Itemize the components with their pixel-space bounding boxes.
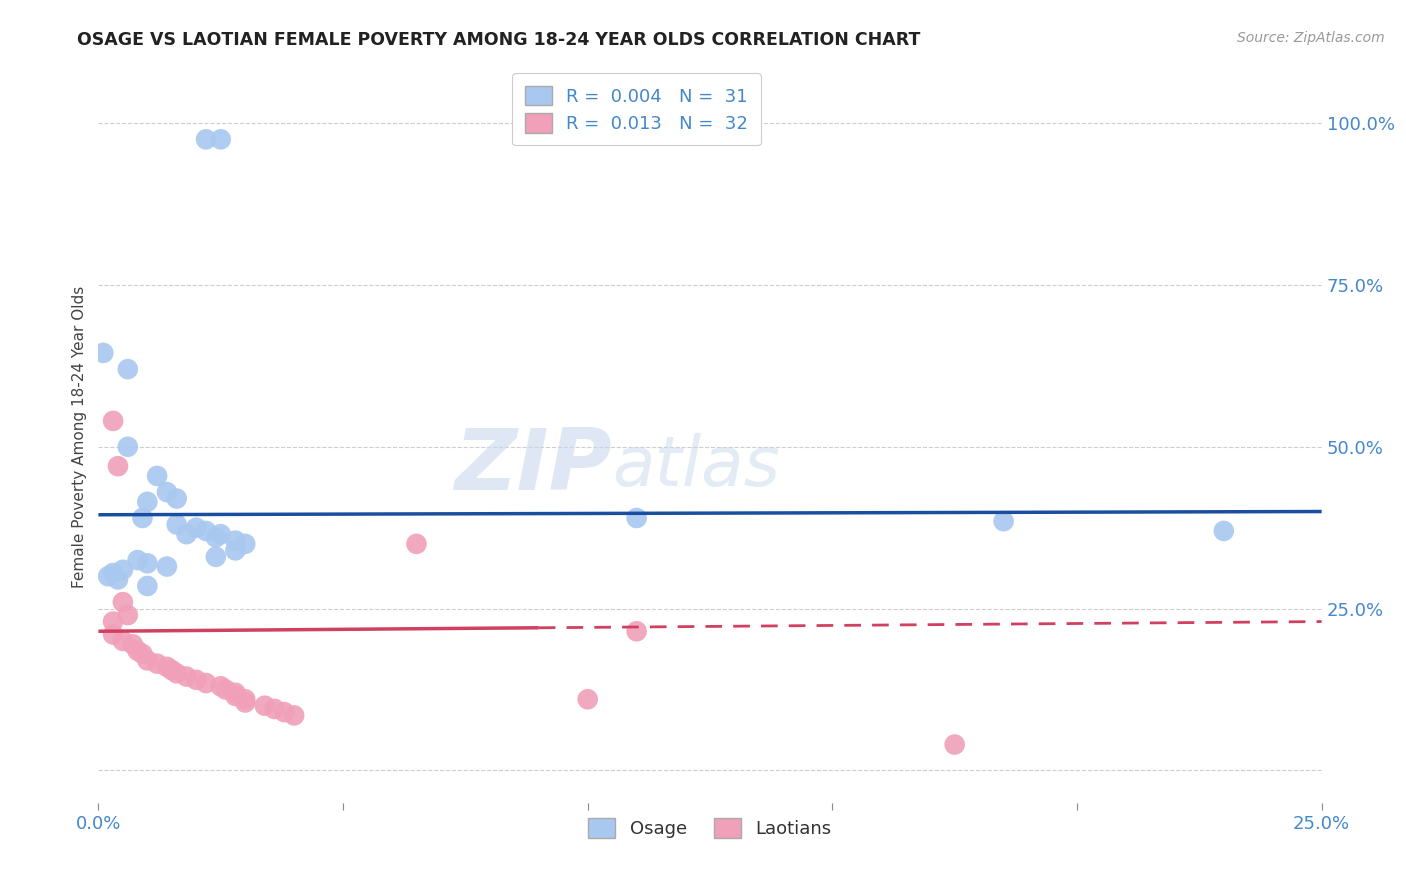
Point bbox=[576, 692, 599, 706]
Point bbox=[195, 676, 218, 690]
Point bbox=[626, 511, 648, 525]
Point bbox=[146, 657, 169, 671]
Point bbox=[224, 533, 246, 548]
Point bbox=[136, 579, 159, 593]
Point bbox=[233, 692, 256, 706]
Point bbox=[405, 537, 427, 551]
Point bbox=[156, 660, 179, 674]
Point bbox=[136, 653, 159, 667]
Point bbox=[111, 634, 134, 648]
Point bbox=[101, 627, 124, 641]
Point bbox=[156, 559, 179, 574]
Point bbox=[283, 708, 305, 723]
Point bbox=[253, 698, 276, 713]
Point bbox=[209, 679, 232, 693]
Point bbox=[136, 557, 159, 571]
Point bbox=[121, 637, 143, 651]
Point bbox=[209, 527, 232, 541]
Point bbox=[107, 573, 129, 587]
Point bbox=[127, 553, 149, 567]
Point bbox=[127, 643, 149, 657]
Point bbox=[263, 702, 285, 716]
Point bbox=[195, 524, 218, 538]
Point bbox=[224, 686, 246, 700]
Point bbox=[205, 549, 228, 564]
Point bbox=[131, 647, 153, 661]
Point bbox=[233, 696, 256, 710]
Point bbox=[117, 608, 139, 623]
Point bbox=[91, 346, 114, 360]
Point bbox=[214, 682, 236, 697]
Point bbox=[176, 527, 198, 541]
Point bbox=[97, 569, 120, 583]
Point bbox=[117, 440, 139, 454]
Point bbox=[186, 521, 208, 535]
Point bbox=[101, 615, 124, 629]
Point bbox=[117, 362, 139, 376]
Point bbox=[101, 566, 124, 580]
Legend: Osage, Laotians: Osage, Laotians bbox=[581, 811, 839, 845]
Point bbox=[160, 663, 183, 677]
Point bbox=[224, 689, 246, 703]
Point bbox=[943, 738, 966, 752]
Point bbox=[186, 673, 208, 687]
Point bbox=[101, 414, 124, 428]
Point bbox=[111, 595, 134, 609]
Point bbox=[195, 132, 218, 146]
Point bbox=[224, 543, 246, 558]
Point bbox=[273, 705, 295, 719]
Point bbox=[146, 469, 169, 483]
Point bbox=[136, 495, 159, 509]
Text: ZIP: ZIP bbox=[454, 425, 612, 508]
Point bbox=[166, 517, 188, 532]
Point bbox=[166, 491, 188, 506]
Point bbox=[131, 511, 153, 525]
Point bbox=[166, 666, 188, 681]
Y-axis label: Female Poverty Among 18-24 Year Olds: Female Poverty Among 18-24 Year Olds bbox=[72, 286, 87, 588]
Text: Source: ZipAtlas.com: Source: ZipAtlas.com bbox=[1237, 31, 1385, 45]
Point bbox=[205, 530, 228, 544]
Point bbox=[176, 669, 198, 683]
Text: atlas: atlas bbox=[612, 433, 780, 500]
Point bbox=[107, 459, 129, 474]
Point bbox=[993, 514, 1015, 528]
Text: OSAGE VS LAOTIAN FEMALE POVERTY AMONG 18-24 YEAR OLDS CORRELATION CHART: OSAGE VS LAOTIAN FEMALE POVERTY AMONG 18… bbox=[77, 31, 921, 49]
Point bbox=[1212, 524, 1234, 538]
Point bbox=[626, 624, 648, 639]
Point bbox=[111, 563, 134, 577]
Point bbox=[156, 485, 179, 500]
Point bbox=[233, 537, 256, 551]
Point bbox=[209, 132, 232, 146]
